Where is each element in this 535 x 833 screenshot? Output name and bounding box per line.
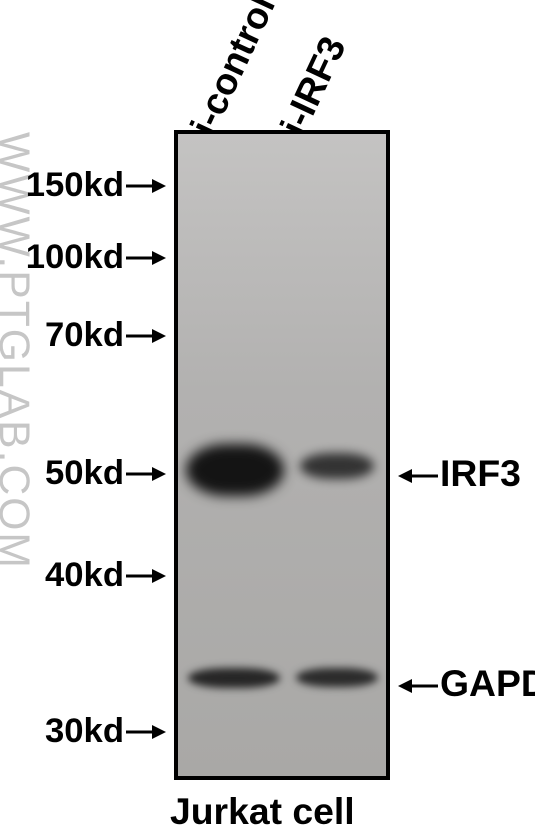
arrow-right-icon (126, 176, 166, 196)
protein-band-label: IRF3 (398, 452, 521, 495)
mw-marker-arrow (126, 166, 166, 205)
mw-marker-text: 40kd (45, 556, 124, 595)
protein-band (296, 668, 378, 687)
mw-marker-arrow (126, 454, 166, 493)
mw-marker: 100kd (6, 238, 166, 277)
arrow-right-icon (126, 566, 166, 586)
arrow-right-icon (126, 722, 166, 742)
sample-caption: Jurkat cell (170, 790, 355, 833)
band-label-text: GAPDH (440, 662, 535, 705)
mw-marker-arrow (126, 556, 166, 595)
protein-band (300, 453, 374, 479)
mw-marker: 70kd (6, 316, 166, 355)
mw-marker-text: 100kd (26, 238, 124, 277)
mw-marker-text: 70kd (45, 316, 124, 355)
arrow-right-icon (126, 464, 166, 484)
band-label-text: IRF3 (440, 452, 521, 495)
mw-marker: 150kd (6, 166, 166, 205)
band-label-arrow (398, 452, 438, 495)
blot-membrane (174, 130, 390, 780)
arrow-right-icon (126, 326, 166, 346)
western-blot-figure: WWW.PTGLAB.COM si-controlsi-IRF3 150kd10… (0, 0, 535, 830)
arrow-left-icon (398, 676, 438, 696)
mw-marker: 30kd (6, 712, 166, 751)
mw-marker-text: 30kd (45, 712, 124, 751)
arrow-right-icon (126, 248, 166, 268)
arrow-left-icon (398, 466, 438, 486)
mw-marker: 40kd (6, 556, 166, 595)
protein-band-label: GAPDH (398, 662, 535, 705)
mw-marker: 50kd (6, 454, 166, 493)
protein-band (188, 668, 280, 688)
mw-marker-arrow (126, 712, 166, 751)
mw-marker-text: 50kd (45, 454, 124, 493)
mw-marker-text: 150kd (26, 166, 124, 205)
band-label-arrow (398, 662, 438, 705)
bands-container (178, 134, 386, 776)
protein-band (186, 444, 284, 496)
mw-marker-arrow (126, 316, 166, 355)
mw-marker-arrow (126, 238, 166, 277)
